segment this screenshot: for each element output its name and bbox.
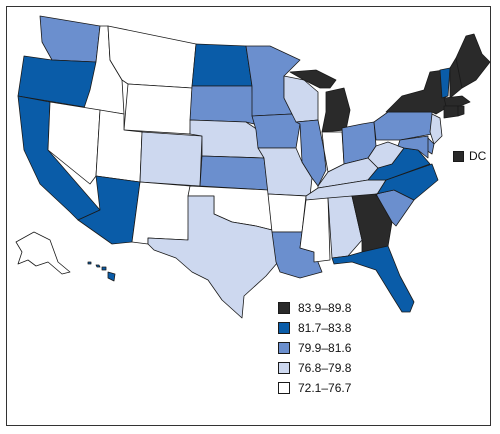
legend-item: 83.9–89.8 bbox=[278, 298, 351, 318]
state-AR bbox=[267, 193, 307, 233]
state-KS bbox=[199, 155, 269, 191]
legend-swatch bbox=[278, 342, 290, 354]
state-CO bbox=[139, 131, 203, 187]
state-PA bbox=[373, 111, 433, 141]
state-NV bbox=[47, 101, 101, 185]
state-CT bbox=[443, 105, 459, 119]
legend-item: 72.1–76.7 bbox=[278, 378, 351, 398]
state-IA bbox=[251, 113, 301, 149]
state-AK bbox=[15, 231, 71, 275]
legend-item: 79.9–81.6 bbox=[278, 338, 351, 358]
legend-label: 83.9–89.8 bbox=[298, 301, 352, 315]
legend-label: 76.8–79.8 bbox=[298, 361, 352, 375]
state-FL bbox=[331, 245, 415, 313]
state-NY bbox=[385, 69, 447, 115]
legend-item: 76.8–79.8 bbox=[278, 358, 351, 378]
legend-label: 79.9–81.6 bbox=[298, 341, 352, 355]
legend-swatch bbox=[278, 322, 290, 334]
legend: 83.9–89.8 81.7–83.8 79.9–81.6 76.8–79.8 … bbox=[278, 298, 351, 398]
state-WA bbox=[39, 15, 101, 63]
state-VT bbox=[439, 67, 451, 99]
legend-swatch bbox=[278, 362, 290, 374]
state-ME bbox=[455, 33, 491, 89]
dc-label: DC bbox=[469, 149, 487, 163]
state-HI bbox=[87, 261, 116, 282]
legend-swatch bbox=[278, 382, 290, 394]
legend-label: 81.7–83.8 bbox=[298, 321, 352, 335]
dc-swatch bbox=[453, 150, 464, 162]
state-NJ bbox=[429, 113, 443, 145]
state-SD bbox=[189, 85, 255, 125]
state-MA bbox=[443, 95, 471, 107]
state-MD bbox=[397, 135, 429, 159]
state-MT bbox=[107, 25, 197, 89]
state-MO bbox=[257, 147, 313, 197]
state-TX bbox=[147, 195, 279, 319]
dc-marker: DC bbox=[453, 149, 486, 163]
state-RI bbox=[457, 105, 465, 117]
legend-label: 72.1–76.7 bbox=[298, 381, 352, 395]
state-ND bbox=[191, 43, 253, 87]
state-NM bbox=[131, 181, 191, 245]
state-AL bbox=[327, 195, 363, 259]
legend-swatch bbox=[278, 302, 290, 314]
state-WY bbox=[123, 83, 193, 135]
legend-item: 81.7–83.8 bbox=[278, 318, 351, 338]
